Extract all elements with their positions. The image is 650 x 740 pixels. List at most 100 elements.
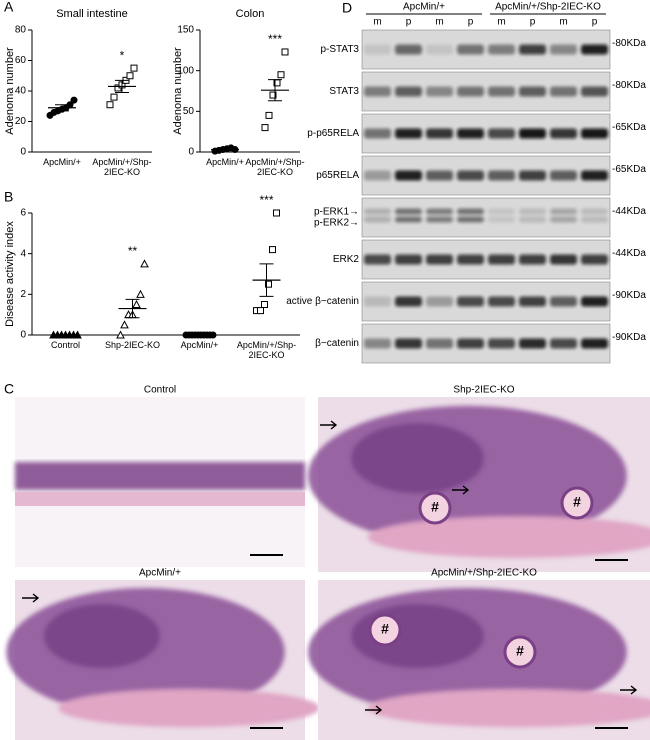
y-tick-label: 4 [20, 248, 26, 259]
size-label: -90KDa [612, 332, 646, 343]
blot-band [581, 338, 608, 349]
blot-group-label: ApcMin/+/Shp-2IEC-KO [495, 2, 601, 13]
row-label: β−catenin [315, 338, 359, 349]
lane-label: m [373, 17, 381, 28]
data-point [136, 289, 145, 298]
y-tick-label: 0 [20, 330, 26, 341]
blot-band [457, 208, 484, 215]
blot-band [364, 338, 391, 349]
chart-title: Small intestine [56, 8, 128, 20]
blot-band [550, 296, 577, 307]
row-label: p65RELA [316, 170, 359, 181]
histology-image [308, 397, 650, 572]
blot-band [488, 208, 515, 215]
blot-band [519, 128, 546, 139]
histology-image [308, 580, 650, 740]
blot-band [364, 170, 391, 181]
arrow [620, 685, 638, 695]
data-point [110, 93, 118, 101]
image-title: ApcMin/+/Shp-2IEC-KO [431, 568, 537, 579]
y-tick-label: 40 [15, 86, 27, 97]
y-tick-label: 80 [15, 25, 27, 36]
row-label: p-p65RELA [307, 128, 359, 139]
data-point [277, 71, 285, 79]
data-point [116, 330, 125, 339]
row-label: p-ERK1→ [314, 207, 359, 218]
blot-band [519, 338, 546, 349]
blot-band [426, 128, 453, 139]
data-point [269, 91, 277, 99]
lane-label: p [406, 17, 412, 28]
significance-label: *** [259, 193, 273, 207]
blot-band [519, 208, 546, 215]
blot-band [519, 216, 546, 223]
error-bar [125, 298, 140, 319]
blot-band [581, 44, 608, 55]
y-tick-label: 6 [20, 208, 26, 219]
blot-band [488, 296, 515, 307]
arrow [320, 420, 338, 430]
y-tick-label: 2 [20, 289, 26, 300]
blot-band [395, 170, 422, 181]
y-tick-label: 0 [188, 147, 194, 158]
arrow [22, 593, 40, 603]
blot-group-label: ApcMin/+ [403, 2, 445, 13]
error-bar [268, 79, 282, 102]
significance-label: *** [268, 32, 282, 46]
blot-band [550, 44, 577, 55]
lane-label: p [530, 17, 536, 28]
blot-band [395, 86, 422, 97]
panel-label: C [4, 381, 14, 397]
x-tick-label: ApcMin/+ [206, 157, 244, 167]
lane-label: m [497, 17, 505, 28]
blot-band [395, 296, 422, 307]
blot-band [426, 338, 453, 349]
image-title: ApcMin/+ [139, 568, 181, 579]
data-point [70, 96, 78, 104]
panel-label: A [4, 0, 14, 15]
y-axis-label: Disease activity index [4, 221, 16, 327]
row-label: ERK2 [333, 254, 360, 265]
blot-band [364, 44, 391, 55]
blot-band [581, 216, 608, 223]
tissue [367, 688, 650, 728]
blot-band [426, 296, 453, 307]
cyst [368, 613, 402, 647]
data-point [120, 320, 129, 329]
data-point [261, 301, 268, 308]
significance-label: ** [128, 244, 138, 258]
blot-band [457, 254, 484, 265]
blot-band [457, 216, 484, 223]
blot-band [581, 86, 608, 97]
data-point [261, 124, 269, 132]
muscle [15, 492, 305, 506]
blot-band [457, 170, 484, 181]
x-tick-label: Control [50, 340, 80, 350]
panel-label: D [342, 0, 352, 16]
blot-band [395, 216, 422, 223]
blot-band [550, 170, 577, 181]
blot-band [457, 338, 484, 349]
blot-band [457, 128, 484, 139]
blot-band [581, 128, 608, 139]
blot-band [550, 254, 577, 265]
blot-band [395, 208, 422, 215]
blot-band [426, 170, 453, 181]
hash-mark: # [516, 643, 524, 659]
blot-band [395, 254, 422, 265]
lane-label: m [435, 17, 443, 28]
tissue [351, 423, 484, 494]
blot-band [395, 338, 422, 349]
blot-band [581, 296, 608, 307]
error-bar [55, 104, 69, 112]
size-label: -44KDa [612, 206, 646, 217]
data-point [265, 280, 272, 288]
y-tick-label: 150 [177, 25, 194, 36]
hash-mark: # [573, 494, 581, 510]
lane-label: m [559, 17, 567, 28]
blot-band [488, 128, 515, 139]
significance-label: * [120, 48, 125, 62]
blot-band [364, 296, 391, 307]
data-point [281, 48, 289, 56]
